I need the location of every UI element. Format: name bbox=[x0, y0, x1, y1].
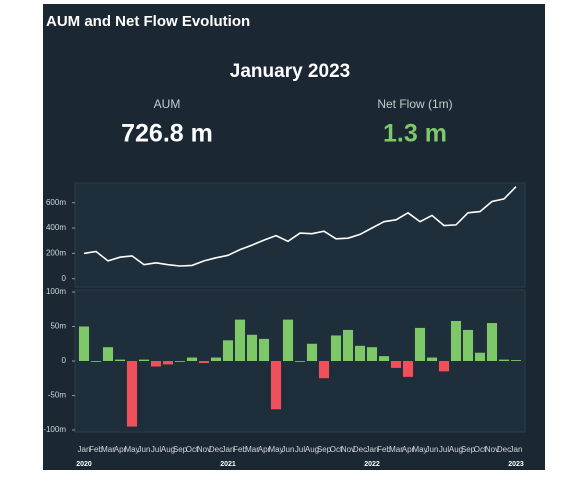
x-tick-label: Apr bbox=[402, 445, 415, 454]
bar bbox=[282, 319, 294, 361]
bar bbox=[318, 361, 330, 379]
bar bbox=[498, 359, 510, 361]
year-label: 2020 bbox=[76, 461, 92, 468]
x-tick-label: Oct bbox=[330, 445, 343, 454]
bar bbox=[294, 361, 306, 362]
x-tick-label: Nov bbox=[485, 445, 499, 454]
bar bbox=[438, 361, 450, 372]
bar bbox=[102, 347, 114, 361]
bar bbox=[198, 361, 210, 364]
bar bbox=[486, 323, 498, 361]
x-tick-label: Oct bbox=[186, 445, 199, 454]
bar bbox=[78, 326, 90, 361]
bar bbox=[426, 357, 438, 361]
x-tick-label: Jan bbox=[78, 445, 91, 454]
bar bbox=[210, 357, 222, 361]
x-tick-label: Feb bbox=[233, 445, 247, 454]
period: January 2023 bbox=[230, 61, 350, 82]
x-tick-label: Feb bbox=[89, 445, 103, 454]
bar bbox=[306, 343, 318, 361]
bar bbox=[90, 361, 102, 362]
bar bbox=[234, 319, 246, 361]
bar bbox=[366, 347, 378, 361]
x-tick-label: Jul bbox=[295, 445, 305, 454]
bar bbox=[474, 352, 486, 361]
x-tick-label: Oct bbox=[474, 445, 487, 454]
bar bbox=[114, 359, 126, 361]
year-label: 2023 bbox=[508, 461, 524, 468]
kpi-value: 1.3 m bbox=[383, 120, 447, 148]
x-tick-label: May bbox=[412, 445, 427, 454]
x-tick-label: Aug bbox=[305, 445, 319, 454]
bar bbox=[174, 361, 186, 362]
y-tick-label: 600m bbox=[46, 198, 66, 207]
y-tick-label: 100m bbox=[46, 287, 66, 296]
x-tick-label: Jun bbox=[426, 445, 439, 454]
x-tick-label: Jun bbox=[282, 445, 295, 454]
x-tick-label: Aug bbox=[161, 445, 175, 454]
x-tick-label: May bbox=[124, 445, 139, 454]
bar bbox=[258, 338, 270, 361]
x-tick-label: Aug bbox=[449, 445, 463, 454]
x-tick-label: Mar bbox=[389, 445, 403, 454]
y-tick-label: 0 bbox=[62, 274, 67, 283]
bar bbox=[138, 359, 150, 361]
bar bbox=[450, 320, 462, 361]
bar bbox=[342, 329, 354, 361]
bar bbox=[354, 345, 366, 361]
x-tick-label: Jan bbox=[222, 445, 235, 454]
panel-title: AUM and Net Flow Evolution bbox=[46, 13, 250, 30]
bar bbox=[186, 357, 198, 361]
bar bbox=[162, 361, 174, 365]
year-label: 2021 bbox=[220, 461, 236, 468]
x-tick-label: Mar bbox=[245, 445, 259, 454]
x-tick-label: Feb bbox=[377, 445, 391, 454]
x-tick-label: Apr bbox=[114, 445, 127, 454]
bar bbox=[390, 361, 402, 368]
bar bbox=[402, 361, 414, 377]
x-tick-label: Dec bbox=[209, 445, 223, 454]
y-tick-label: 0 bbox=[62, 356, 67, 365]
x-tick-label: May bbox=[268, 445, 283, 454]
x-tick-label: Nov bbox=[197, 445, 211, 454]
bar bbox=[150, 361, 162, 367]
bar bbox=[330, 335, 342, 361]
x-tick-label: Nov bbox=[341, 445, 355, 454]
y-tick-label: 200m bbox=[46, 248, 66, 257]
x-tick-label: Dec bbox=[497, 445, 511, 454]
x-tick-label: Dec bbox=[353, 445, 367, 454]
bar bbox=[462, 329, 474, 361]
bar bbox=[378, 356, 390, 361]
x-tick-label: Jan bbox=[510, 445, 523, 454]
year-label: 2022 bbox=[364, 461, 380, 468]
x-tick-label: Sep bbox=[461, 445, 476, 454]
bar bbox=[126, 361, 138, 427]
bar bbox=[270, 361, 282, 410]
x-tick-label: Sep bbox=[173, 445, 188, 454]
x-tick-label: Jun bbox=[138, 445, 151, 454]
bar bbox=[414, 327, 426, 361]
bar bbox=[222, 340, 234, 361]
y-tick-label: 50m bbox=[50, 322, 66, 331]
aum-line bbox=[83, 186, 517, 267]
x-tick-label: Mar bbox=[101, 445, 115, 454]
x-tick-label: Jul bbox=[439, 445, 449, 454]
kpi-label: AUM bbox=[154, 97, 181, 111]
plot-area bbox=[74, 182, 526, 288]
x-tick-label: Apr bbox=[258, 445, 271, 454]
kpi-value: 726.8 m bbox=[121, 120, 213, 148]
y-tick-label: -100m bbox=[43, 425, 66, 434]
y-tick-label: -50m bbox=[48, 391, 67, 400]
x-tick-label: Jul bbox=[151, 445, 161, 454]
y-tick-label: 400m bbox=[46, 223, 66, 232]
bar bbox=[510, 360, 522, 361]
kpi-label: Net Flow (1m) bbox=[377, 97, 452, 111]
x-tick-label: Jan bbox=[366, 445, 379, 454]
x-tick-label: Sep bbox=[317, 445, 332, 454]
bar bbox=[246, 334, 258, 361]
